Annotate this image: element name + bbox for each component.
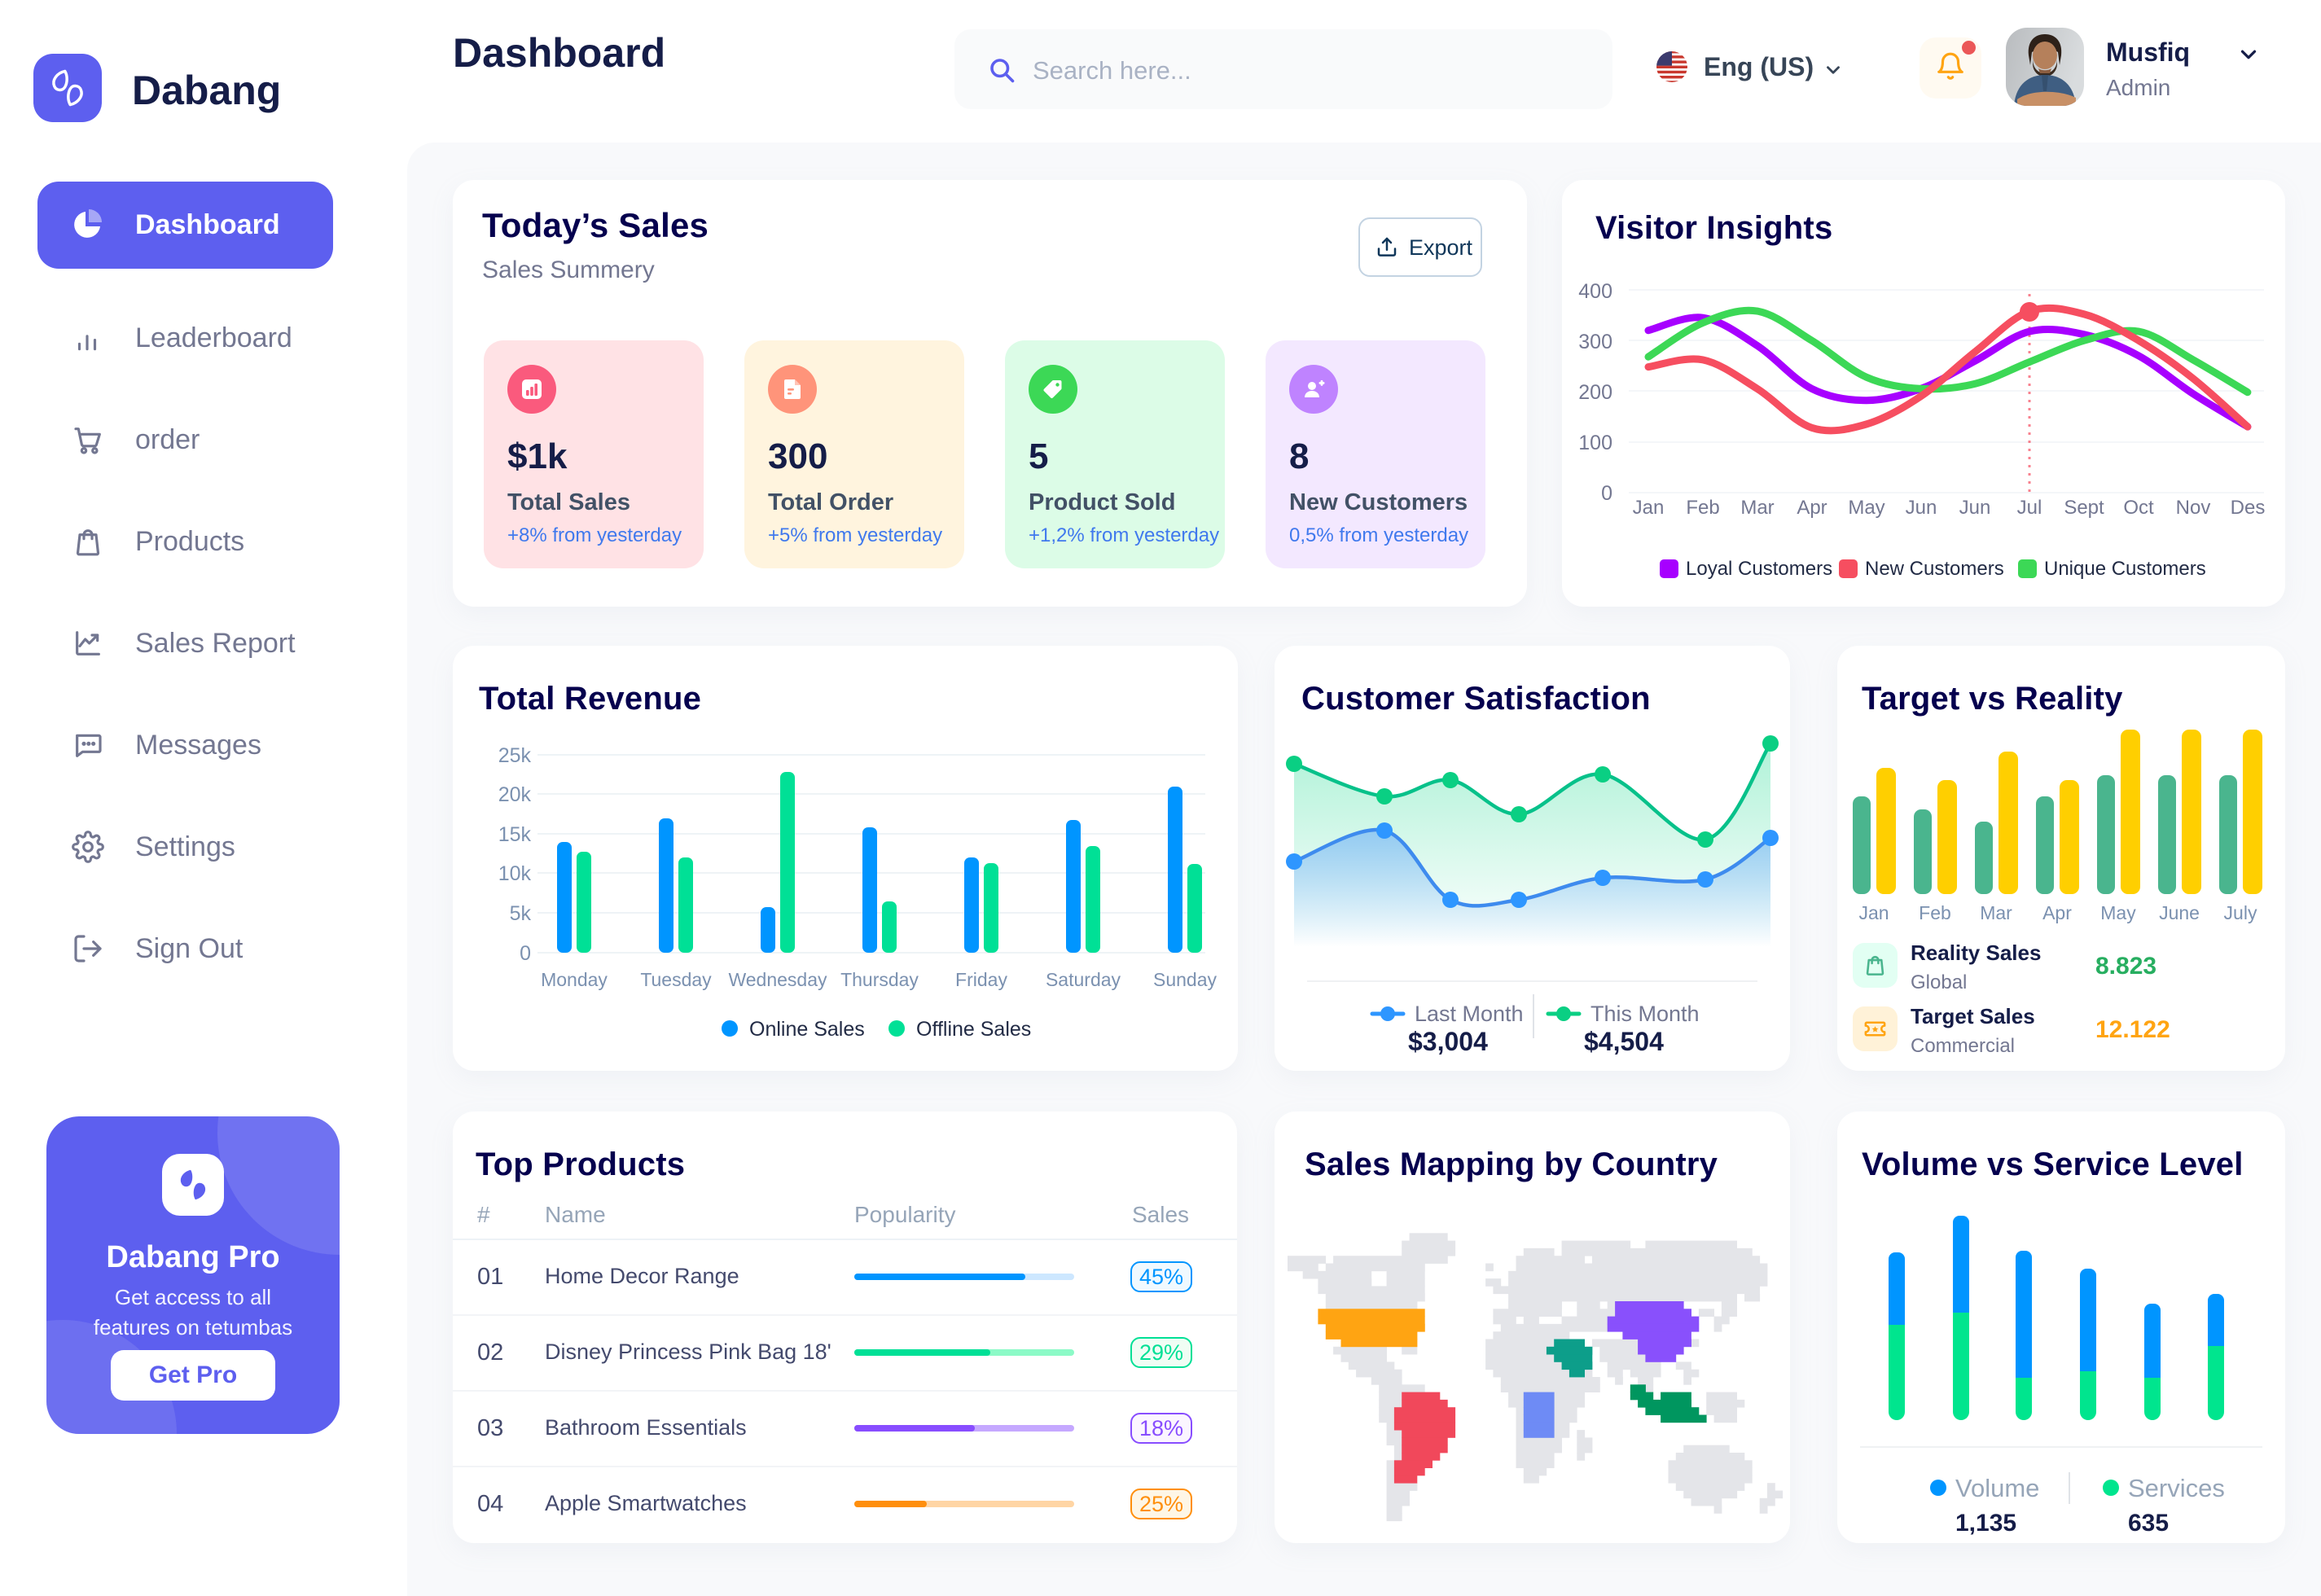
svg-text:Saturday: Saturday	[1046, 969, 1121, 990]
svg-text:July: July	[2224, 902, 2257, 923]
svg-text:635: 635	[2128, 1510, 2169, 1537]
svg-text:Sept: Sept	[2064, 497, 2104, 519]
svg-text:Sunday: Sunday	[1153, 969, 1218, 990]
svg-text:Volume: Volume	[1955, 1474, 2039, 1502]
svg-text:This Month: This Month	[1590, 1002, 1700, 1026]
svg-text:Nov: Nov	[2176, 497, 2211, 519]
svg-text:Feb: Feb	[1919, 902, 1951, 923]
svg-text:Jun: Jun	[1959, 497, 1991, 519]
svg-text:Mar: Mar	[1740, 497, 1774, 519]
svg-text:Jun: Jun	[1906, 497, 1937, 519]
svg-text:25k: 25k	[498, 744, 532, 767]
svg-text:Feb: Feb	[1686, 497, 1719, 519]
svg-text:Commercial: Commercial	[1911, 1035, 2015, 1057]
svg-text:0: 0	[520, 942, 531, 965]
svg-text:15k: 15k	[498, 823, 532, 846]
svg-text:Tuesday: Tuesday	[640, 969, 712, 990]
svg-text:300: 300	[1578, 331, 1612, 353]
svg-text:20k: 20k	[498, 783, 532, 806]
svg-text:Apr: Apr	[2042, 902, 2072, 923]
svg-text:Monday: Monday	[541, 969, 608, 990]
svg-text:400: 400	[1578, 280, 1612, 303]
svg-text:Apr: Apr	[1797, 497, 1827, 519]
svg-text:June: June	[2159, 902, 2200, 923]
svg-text:Services: Services	[2128, 1474, 2225, 1502]
svg-text:$4,504: $4,504	[1584, 1027, 1664, 1056]
svg-text:May: May	[1848, 497, 1884, 519]
svg-text:$3,004: $3,004	[1408, 1027, 1488, 1056]
svg-text:May: May	[2100, 902, 2136, 923]
svg-text:Des: Des	[2231, 497, 2266, 519]
svg-text:Jan: Jan	[1633, 497, 1665, 519]
svg-text:Global: Global	[1911, 971, 1967, 993]
svg-text:Online Sales: Online Sales	[749, 1018, 865, 1041]
svg-text:Unique Customers: Unique Customers	[2044, 558, 2206, 580]
svg-text:New Customers: New Customers	[1865, 558, 2004, 580]
svg-text:1,135: 1,135	[1955, 1510, 2016, 1537]
svg-text:Reality Sales: Reality Sales	[1911, 940, 2041, 965]
svg-text:Offline Sales: Offline Sales	[916, 1018, 1031, 1041]
svg-text:Jul: Jul	[2017, 497, 2042, 519]
svg-text:Loyal Customers: Loyal Customers	[1686, 558, 1832, 580]
svg-text:12.122: 12.122	[2095, 1016, 2170, 1043]
svg-text:10k: 10k	[498, 862, 532, 885]
svg-text:Thursday: Thursday	[840, 969, 919, 990]
svg-text:200: 200	[1578, 381, 1612, 404]
svg-text:Mar: Mar	[1980, 902, 2012, 923]
svg-text:Last Month: Last Month	[1415, 1002, 1524, 1026]
svg-text:0: 0	[1601, 482, 1612, 505]
svg-text:100: 100	[1578, 432, 1612, 454]
svg-text:Oct: Oct	[2123, 497, 2154, 519]
svg-text:Wednesday: Wednesday	[728, 969, 827, 990]
svg-text:Friday: Friday	[955, 969, 1007, 990]
svg-text:Jan: Jan	[1858, 902, 1889, 923]
svg-text:5k: 5k	[510, 902, 532, 925]
svg-text:8.823: 8.823	[2095, 953, 2156, 980]
svg-text:Target Sales: Target Sales	[1911, 1004, 2035, 1028]
